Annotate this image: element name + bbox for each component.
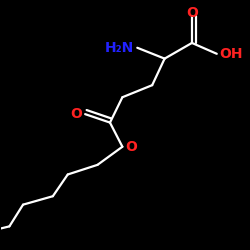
Text: O: O [70, 107, 82, 121]
Text: O: O [125, 140, 137, 154]
Text: H₂N: H₂N [105, 41, 134, 55]
Text: OH: OH [219, 47, 243, 61]
Text: O: O [186, 6, 198, 20]
